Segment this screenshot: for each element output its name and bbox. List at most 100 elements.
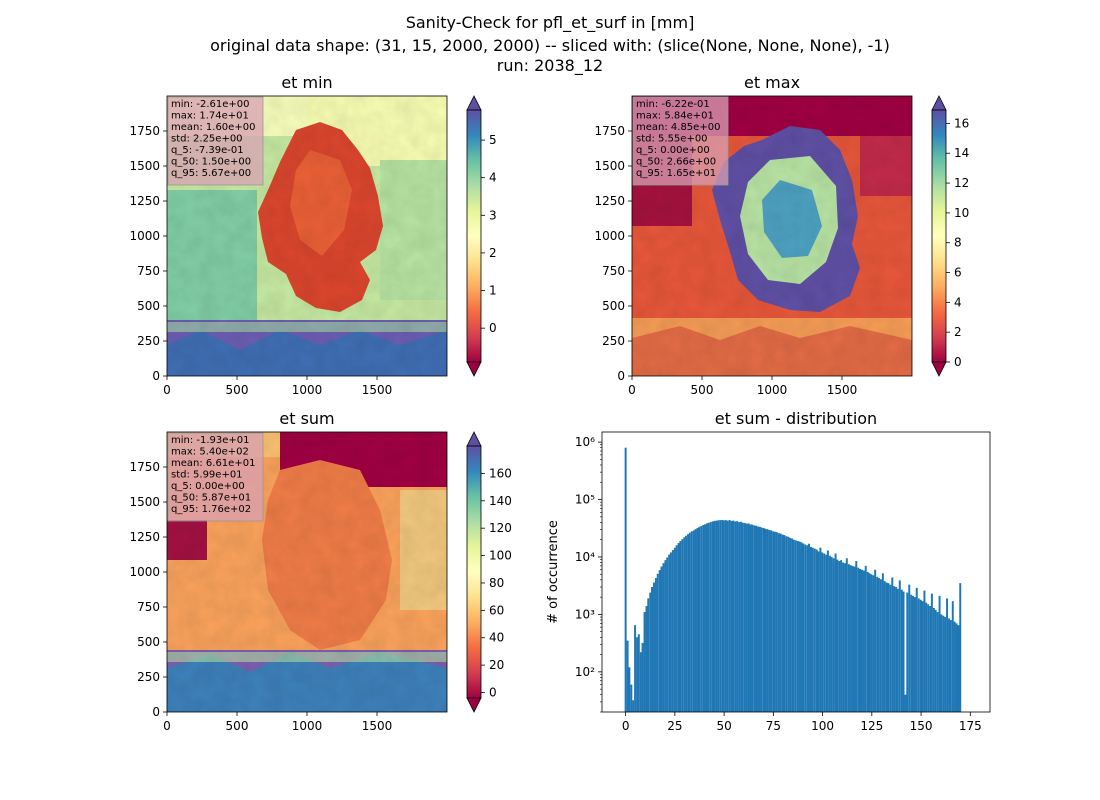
histogram-bar [942,615,945,712]
histogram-bar [656,573,659,712]
histogram-bar [654,578,657,712]
y-tick-label: 10⁶ [575,435,595,449]
histogram-bar [734,521,737,712]
histogram-bar [698,526,701,712]
histogram-bar [904,694,907,712]
histogram-bar [912,595,914,712]
colorbar-tick-label: 2 [489,246,497,260]
histogram-bar [791,538,794,712]
histogram-bar [636,637,639,712]
histogram-bar [741,522,744,712]
colorbar-tick-label: 0 [489,686,497,700]
histogram-bar [753,525,756,712]
histogram-bar [755,525,758,712]
histogram-bar [895,587,898,712]
x-axis: 0 500 1000 1500 [163,712,392,733]
y-tick-label: 750 [602,264,625,278]
x-tick-label: 1500 [362,383,393,397]
stats-line: max: 5.40e+02 [171,447,249,458]
histogram-bar [859,568,861,712]
histogram-bar [881,573,884,712]
colorbar-tick-label: 4 [954,295,962,309]
histogram-bar [919,599,922,712]
histogram-bar [917,598,920,712]
colorbar-extend-max [466,95,482,111]
stats-line: q_50: 1.50e+00 [171,157,251,168]
x-tick-label: 0 [628,383,636,397]
histogram-bar [789,537,792,712]
stats-line: q_5: -7.39e-01 [171,145,244,156]
histogram-bar [798,541,801,712]
histogram-bar [666,557,669,712]
histogram-bar [813,548,816,712]
histogram-bar [690,531,693,712]
histogram-bar [808,543,810,712]
y-tick-label: 500 [602,299,625,313]
stats-line: std: 2.25e+00 [171,134,243,145]
y-tick-label: 750 [137,264,160,278]
stats-box-background [167,432,264,522]
y-tick-label: 0 [617,369,625,383]
histogram-bar [868,573,871,712]
histogram-bar [796,540,799,712]
histogram-bar [662,563,665,712]
y-tick-label: 10⁵ [575,493,595,507]
x-axis: 0 500 1000 1500 [163,376,392,397]
histogram-bar [740,521,743,712]
histogram-bar [870,574,873,712]
histogram-bar [930,593,933,712]
histogram-bar [900,589,903,712]
histogram-bar [896,588,899,712]
y-tick-label: 1000 [594,229,625,243]
histogram-bar [915,587,918,712]
histogram-bar [834,553,837,712]
histogram-bar [705,523,708,712]
colorbar-tick-label: 14 [954,146,969,160]
stats-line: min: -6.22e-01 [636,99,710,110]
stats-line: mean: 6.61e+01 [171,458,255,469]
x-tick-label: 25 [667,719,682,733]
stats-line: q_5: 0.00e+00 [171,481,245,492]
histogram-bar [709,522,712,712]
histogram-bar [715,520,718,712]
histogram-bar [940,614,943,712]
histogram-bar [649,592,652,712]
stats-line: q_95: 5.67e+00 [171,168,251,179]
stats-line: q_5: 0.00e+00 [636,145,710,156]
histogram-bar [683,537,686,712]
y-tick-label: 0 [152,705,160,719]
x-tick-label: 0 [163,719,171,733]
x-tick-label: 50 [716,719,731,733]
histogram-bar [832,558,835,712]
histogram-bar [821,552,824,712]
histogram-bar [785,536,788,712]
panel-et-sum: et sum 0 500 1000 1500 02505007501000125015… [129,409,511,733]
stats-line: max: 5.84e+01 [636,111,714,122]
histogram-bar [938,595,941,712]
histogram-bar [732,520,735,712]
histogram-bar [730,520,733,712]
histogram-bar [802,543,805,712]
histogram-bar [885,582,888,712]
y-tick-label: 1000 [129,229,160,243]
stats-line: std: 5.55e+00 [636,134,708,145]
y-tick-label: 1750 [129,124,160,138]
colorbar-extend-max [931,95,947,111]
y-tick-label: 1750 [594,124,625,138]
colorbar-tick-label: 20 [489,658,504,672]
panel-et-max: et max 0 500 1000 1500 0 250 500 750 1000 1250 15… [594,73,969,397]
histogram-bar [687,534,690,712]
colorbar-tick-label: 40 [489,631,504,645]
colorbar-tick-label: 6 [954,266,962,280]
histogram-bar [749,524,752,712]
histogram-bar [874,569,877,712]
panel-title: et min [281,73,332,92]
histogram-bar [668,554,671,712]
colorbar-tick-label: 140 [489,494,512,508]
histogram-bar [910,594,913,712]
y-tick-label: 1500 [129,495,160,509]
histogram-bar [700,526,703,712]
histogram-bar [830,556,833,712]
histogram-bar [688,532,691,712]
